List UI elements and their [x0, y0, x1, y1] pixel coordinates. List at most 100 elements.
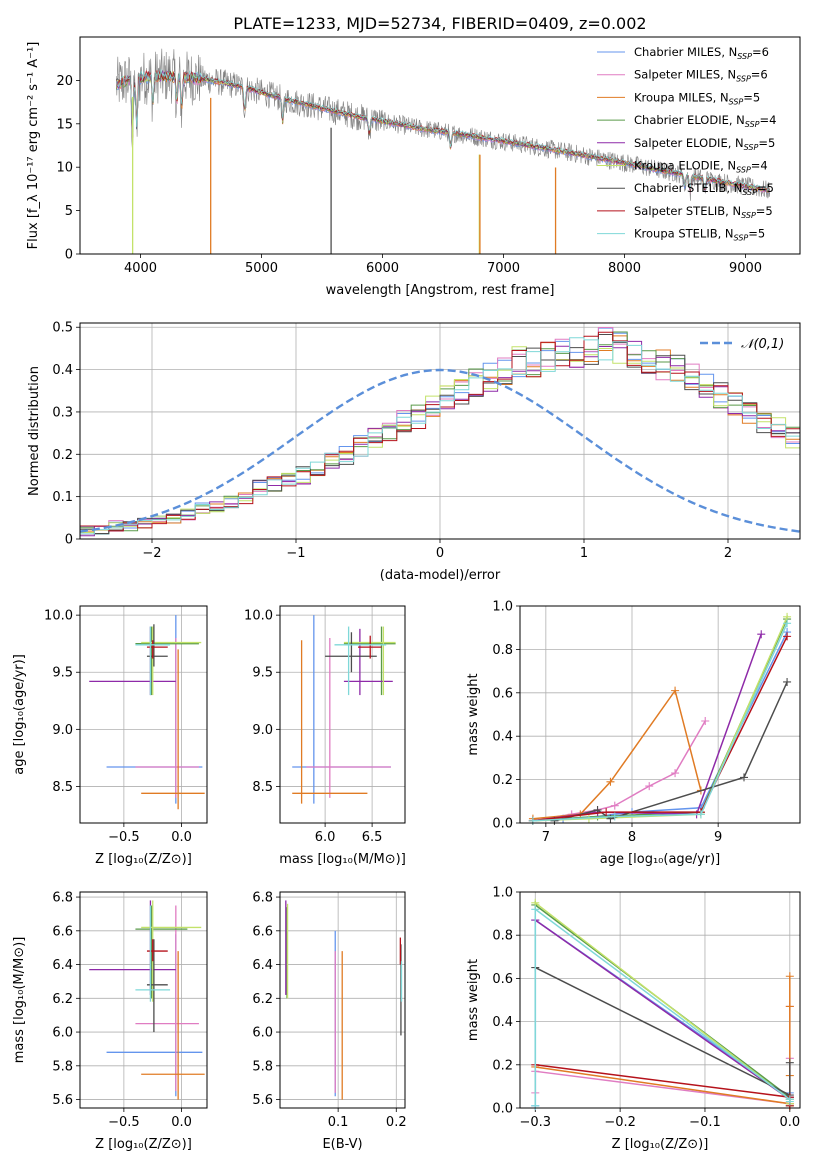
legend-label-sub: SSP [729, 97, 744, 106]
legend-label: Kroupa MILES, NSSP=5 [634, 90, 760, 106]
weight-vs-age-frame [519, 605, 801, 824]
weight-vs-age-ticks: 7 8 9 0.0 0.2 0.4 0.6 0.8 1.0 [492, 600, 722, 846]
errorbar-point [306, 637, 391, 798]
age-vs-z-ticks: −0.5 0.0 8.5 9.0 9.5 10.0 [44, 609, 192, 845]
data-marker [531, 905, 540, 914]
y-tick-label: 0 [65, 248, 73, 263]
errorbar-point [135, 905, 199, 1092]
y-tick-label: 10 [56, 161, 73, 176]
residual-hist-panel: −2 −1 0 1 2 0 0.1 0.2 0.3 0.4 0.5 (data-model)/erro… [27, 321, 801, 583]
y-tick-label: 0.1 [52, 490, 73, 505]
histogram-step [80, 335, 800, 539]
errorbar-point [292, 640, 368, 804]
plots-layer: 4000 5000 6000 7000 8000 900005101520waveleng… [12, 36, 801, 1152]
y-tick-label: 0.0 [492, 817, 513, 832]
data-marker [696, 810, 705, 819]
errorbar-point [135, 637, 199, 798]
normal-curve [80, 368, 800, 533]
y-axis-label: Flux [f_λ 10⁻¹⁷ erg cm⁻² s⁻¹ A⁻¹] [26, 42, 41, 250]
legend-label-suffix: =5 [758, 136, 775, 150]
histogram-step [80, 331, 800, 539]
legend-label-sub: SSP [736, 75, 751, 84]
legend-label: 𝒩(0,1) [741, 337, 784, 352]
mass-vs-z-grid [80, 892, 207, 1108]
data-marker [785, 1097, 794, 1106]
x-tick-label: 6.5 [362, 830, 383, 845]
legend-label: Salpeter MILES, NSSP=6 [634, 68, 768, 84]
age-vs-mass-panel: 6.0 6.5 8.5 9.0 9.5 10.0 mass [log₁₀(M/M⊙)] [244, 605, 406, 867]
x-axis-label: Z [log₁₀(Z/Z⊙)] [95, 1137, 192, 1152]
histogram-step [80, 334, 800, 539]
legend-label-sub: SSP [741, 211, 756, 220]
y-tick-label: 1.0 [492, 600, 513, 615]
y-tick-label: 9.0 [252, 723, 273, 738]
weight-series-line [532, 623, 788, 822]
y-tick-label: 6.2 [52, 992, 73, 1007]
y-tick-label: 8.5 [252, 780, 273, 795]
legend-label-text: Kroupa MILES, N [634, 90, 729, 104]
data-marker [671, 769, 680, 778]
weight-series-line [532, 636, 788, 822]
y-tick-label: 6.6 [52, 924, 73, 939]
weight-series-line [534, 902, 791, 1104]
spectrum-frame [79, 36, 801, 255]
legend-label-text: Kroupa STELIB, N [634, 227, 734, 241]
x-tick-label: 0.0 [171, 1115, 192, 1130]
spectrum-panel: 4000 5000 6000 7000 8000 9000 0 5 10 15 20 waveleng… [26, 36, 801, 298]
x-tick-label: 9 [714, 830, 722, 845]
y-tick-label: 6.2 [252, 992, 273, 1007]
residual-hist-ticks: −2 −1 0 1 2 0 0.1 0.2 0.3 0.4 0.5 [52, 321, 732, 561]
errorbar-point [358, 635, 382, 659]
errorbar-point [334, 626, 387, 696]
histogram-step [80, 327, 800, 539]
x-tick-label: 5000 [245, 261, 278, 276]
y-tick-label: 20 [56, 74, 73, 89]
legend-label: Salpeter ELODIE, NSSP=5 [634, 136, 775, 152]
spectrum-ticks: 4000 5000 6000 7000 8000 9000 0 5 10 15 20 [56, 74, 762, 276]
age-vs-z-frame [79, 605, 208, 824]
y-tick-label: 6.4 [52, 958, 73, 973]
x-tick-label: 2 [724, 546, 732, 561]
legend-label-sub: SSP [734, 234, 749, 243]
residual-hist-frame [79, 322, 801, 540]
x-tick-label: 0.1 [328, 1115, 349, 1130]
errorbar-point [343, 628, 393, 696]
y-axis-label: Normed distribution [27, 366, 42, 496]
legend-label-text: Salpeter STELIB, N [634, 204, 741, 218]
weight-vs-z-panel: −0.3 −0.2 −0.1 0.0 0.0 0.2 0.4 0.6 0.8 1.0 Z [log₁… [466, 886, 801, 1152]
weight-vs-z-frame [519, 891, 801, 1109]
x-tick-label: 0 [436, 546, 444, 561]
y-tick-label: 6.8 [252, 891, 273, 906]
y-tick-label: 10.0 [44, 609, 73, 624]
x-tick-label: 8 [628, 830, 636, 845]
errorbar-point [325, 632, 377, 673]
legend-label-suffix: =5 [757, 181, 774, 195]
data-marker [671, 686, 680, 695]
errorbar-point [135, 905, 171, 1002]
y-tick-label: 0.8 [492, 643, 513, 658]
data-marker [740, 773, 748, 782]
y-tick-label: 0.0 [492, 1102, 513, 1117]
y-tick-label: 6.4 [252, 958, 273, 973]
y-tick-label: 0.4 [52, 363, 73, 378]
residual-hist-grid [80, 323, 800, 540]
histogram-step [80, 331, 800, 539]
y-tick-label: 0.2 [492, 773, 513, 788]
y-tick-label: 6.0 [52, 1026, 73, 1041]
legend-label-suffix: =6 [752, 45, 769, 59]
data-marker [701, 717, 710, 726]
x-tick-label: −0.1 [689, 1115, 721, 1130]
y-tick-label: 6.6 [252, 924, 273, 939]
legend-label-suffix: =4 [760, 113, 777, 127]
y-tick-label: 0.5 [52, 321, 73, 336]
legend-label-sub: SSP [736, 166, 751, 175]
y-tick-label: 0.8 [492, 929, 513, 944]
legend-label-text: Chabrier ELODIE, N [634, 113, 745, 127]
weight-vs-age-grid [520, 605, 800, 824]
x-tick-label: −0.3 [519, 1115, 551, 1130]
x-tick-label: −0.5 [108, 1115, 140, 1130]
errorbar-point [135, 626, 171, 696]
legend-label-text: Chabrier STELIB, N [634, 181, 742, 195]
